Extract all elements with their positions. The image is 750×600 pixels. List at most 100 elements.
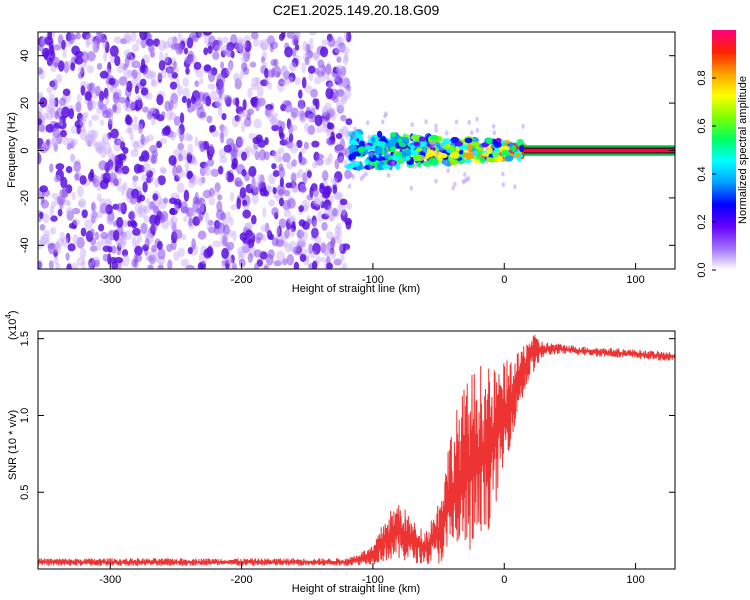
colorbar: 0.0 0.2 0.4 0.6 0.8 Normalized spectral ampl… xyxy=(696,30,749,278)
noise-blob xyxy=(312,220,318,229)
transition-halo xyxy=(348,131,353,136)
noise-blob xyxy=(59,231,65,243)
noise-blob xyxy=(90,129,99,140)
noise-blob xyxy=(184,160,190,173)
noise-blob xyxy=(334,158,340,170)
noise-blob xyxy=(46,86,53,94)
noise-blob xyxy=(272,150,277,159)
transition-halo xyxy=(453,181,457,187)
noise-blob xyxy=(114,154,123,166)
noise-blob xyxy=(91,138,97,147)
noise-blob xyxy=(44,140,50,152)
noise-blob xyxy=(313,51,320,62)
noise-blob xyxy=(144,232,153,240)
transition-halo xyxy=(421,155,425,161)
noise-blob xyxy=(168,99,174,111)
noise-blob xyxy=(159,166,166,173)
noise-blob xyxy=(77,198,87,209)
noise-blob xyxy=(55,241,60,249)
noise-blob xyxy=(339,243,347,254)
noise-blob xyxy=(133,252,139,264)
noise-blob xyxy=(143,215,151,223)
noise-blob xyxy=(255,104,260,112)
noise-blob xyxy=(237,37,244,45)
noise-blob xyxy=(117,264,122,269)
noise-blob xyxy=(258,39,264,48)
snr-x-tick-label: -200 xyxy=(231,574,253,586)
noise-blob xyxy=(297,101,306,110)
noise-blob xyxy=(61,106,70,119)
noise-blob xyxy=(345,32,352,43)
transition-halo xyxy=(365,120,370,126)
noise-blob xyxy=(38,106,44,113)
noise-blob xyxy=(207,219,214,226)
noise-blob xyxy=(311,260,318,269)
noise-blob xyxy=(38,44,44,52)
noise-blob xyxy=(161,111,166,118)
noise-blob xyxy=(298,185,307,193)
noise-blob xyxy=(242,99,247,111)
noise-blob xyxy=(54,97,59,108)
noise-blob xyxy=(136,233,142,243)
transition-blob xyxy=(504,155,514,162)
noise-blob xyxy=(293,185,299,193)
noise-blob xyxy=(87,51,96,62)
noise-blob xyxy=(263,190,270,197)
transition-blob xyxy=(464,137,473,144)
noise-blob xyxy=(191,238,196,250)
noise-blob xyxy=(153,178,160,188)
noise-blob xyxy=(313,76,322,85)
noise-blob xyxy=(287,198,296,209)
noise-blob xyxy=(276,184,286,196)
noise-blob xyxy=(195,97,202,109)
noise-blob xyxy=(311,215,317,227)
noise-blob xyxy=(251,176,256,186)
noise-blob xyxy=(290,184,299,193)
noise-blob xyxy=(297,238,306,246)
noise-blob xyxy=(239,187,247,199)
noise-blob xyxy=(137,206,143,218)
spectrogram-y-tick-label: 0 xyxy=(19,147,31,153)
noise-blob xyxy=(343,51,349,62)
noise-blob xyxy=(123,49,132,58)
noise-blob xyxy=(236,136,245,147)
noise-blob xyxy=(271,117,279,127)
noise-blob xyxy=(289,61,297,72)
noise-blob xyxy=(341,262,348,269)
noise-blob xyxy=(156,140,163,149)
noise-blob xyxy=(112,104,117,114)
noise-blob xyxy=(228,59,234,71)
transition-blob xyxy=(410,135,420,141)
noise-blob xyxy=(284,106,291,113)
noise-blob xyxy=(262,234,267,242)
noise-blob xyxy=(111,261,118,269)
noise-blob xyxy=(232,143,239,154)
noise-blob xyxy=(307,124,316,136)
noise-blob xyxy=(149,51,156,58)
noise-blob xyxy=(115,203,125,212)
noise-blob xyxy=(46,57,54,67)
noise-blob xyxy=(186,170,193,179)
transition-blob xyxy=(470,141,480,147)
noise-blob xyxy=(337,228,343,238)
noise-blob xyxy=(278,77,287,85)
noise-blob xyxy=(49,109,57,119)
snr-y-tick-label: 1.0 xyxy=(19,408,31,423)
noise-blob xyxy=(225,45,233,58)
noise-blob xyxy=(70,153,75,164)
noise-blob xyxy=(197,215,203,223)
noise-blob xyxy=(39,211,44,219)
noise-blob xyxy=(111,245,117,254)
noise-blob xyxy=(225,257,233,265)
scale-suffix: ) xyxy=(7,310,19,314)
noise-blob xyxy=(299,184,307,194)
noise-blob xyxy=(222,224,230,235)
noise-blob xyxy=(253,249,262,258)
noise-blob xyxy=(102,110,111,119)
noise-blob xyxy=(279,65,289,77)
noise-blob xyxy=(207,45,213,54)
noise-blob xyxy=(165,66,175,74)
noise-blob xyxy=(138,204,148,213)
noise-blob xyxy=(247,108,255,115)
noise-blob xyxy=(282,152,291,163)
